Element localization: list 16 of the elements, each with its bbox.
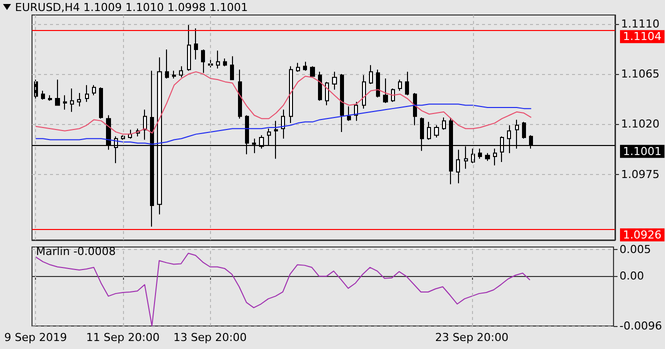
ref-line-label: 1.1104: [623, 30, 662, 44]
x-tick-label: 9 Sep 2019: [4, 331, 67, 344]
x-tick-label: 23 Sep 20:00: [435, 331, 509, 344]
ref-line-label: 1.1001: [623, 144, 662, 158]
y-tick-label: 1.1020: [621, 118, 660, 131]
chart-title: Marlin -0.0008: [36, 245, 116, 258]
x-tick-label: 13 Sep 20:00: [173, 331, 247, 344]
chart-title: EURUSD,H4 1.1009 1.1010 1.0998 1.1001: [15, 1, 248, 14]
x-tick-label: 11 Sep 20:00: [86, 331, 160, 344]
y-tick-label: 0.005: [620, 243, 652, 256]
y-tick-label: 1.0975: [621, 168, 660, 181]
ref-line-label: 1.0926: [623, 228, 662, 242]
y-tick-label: 1.1110: [621, 17, 660, 30]
y-tick-label: 0.00: [620, 269, 644, 282]
y-tick-label: -0.0096: [620, 320, 662, 332]
y-tick-label: 1.1065: [621, 68, 660, 81]
